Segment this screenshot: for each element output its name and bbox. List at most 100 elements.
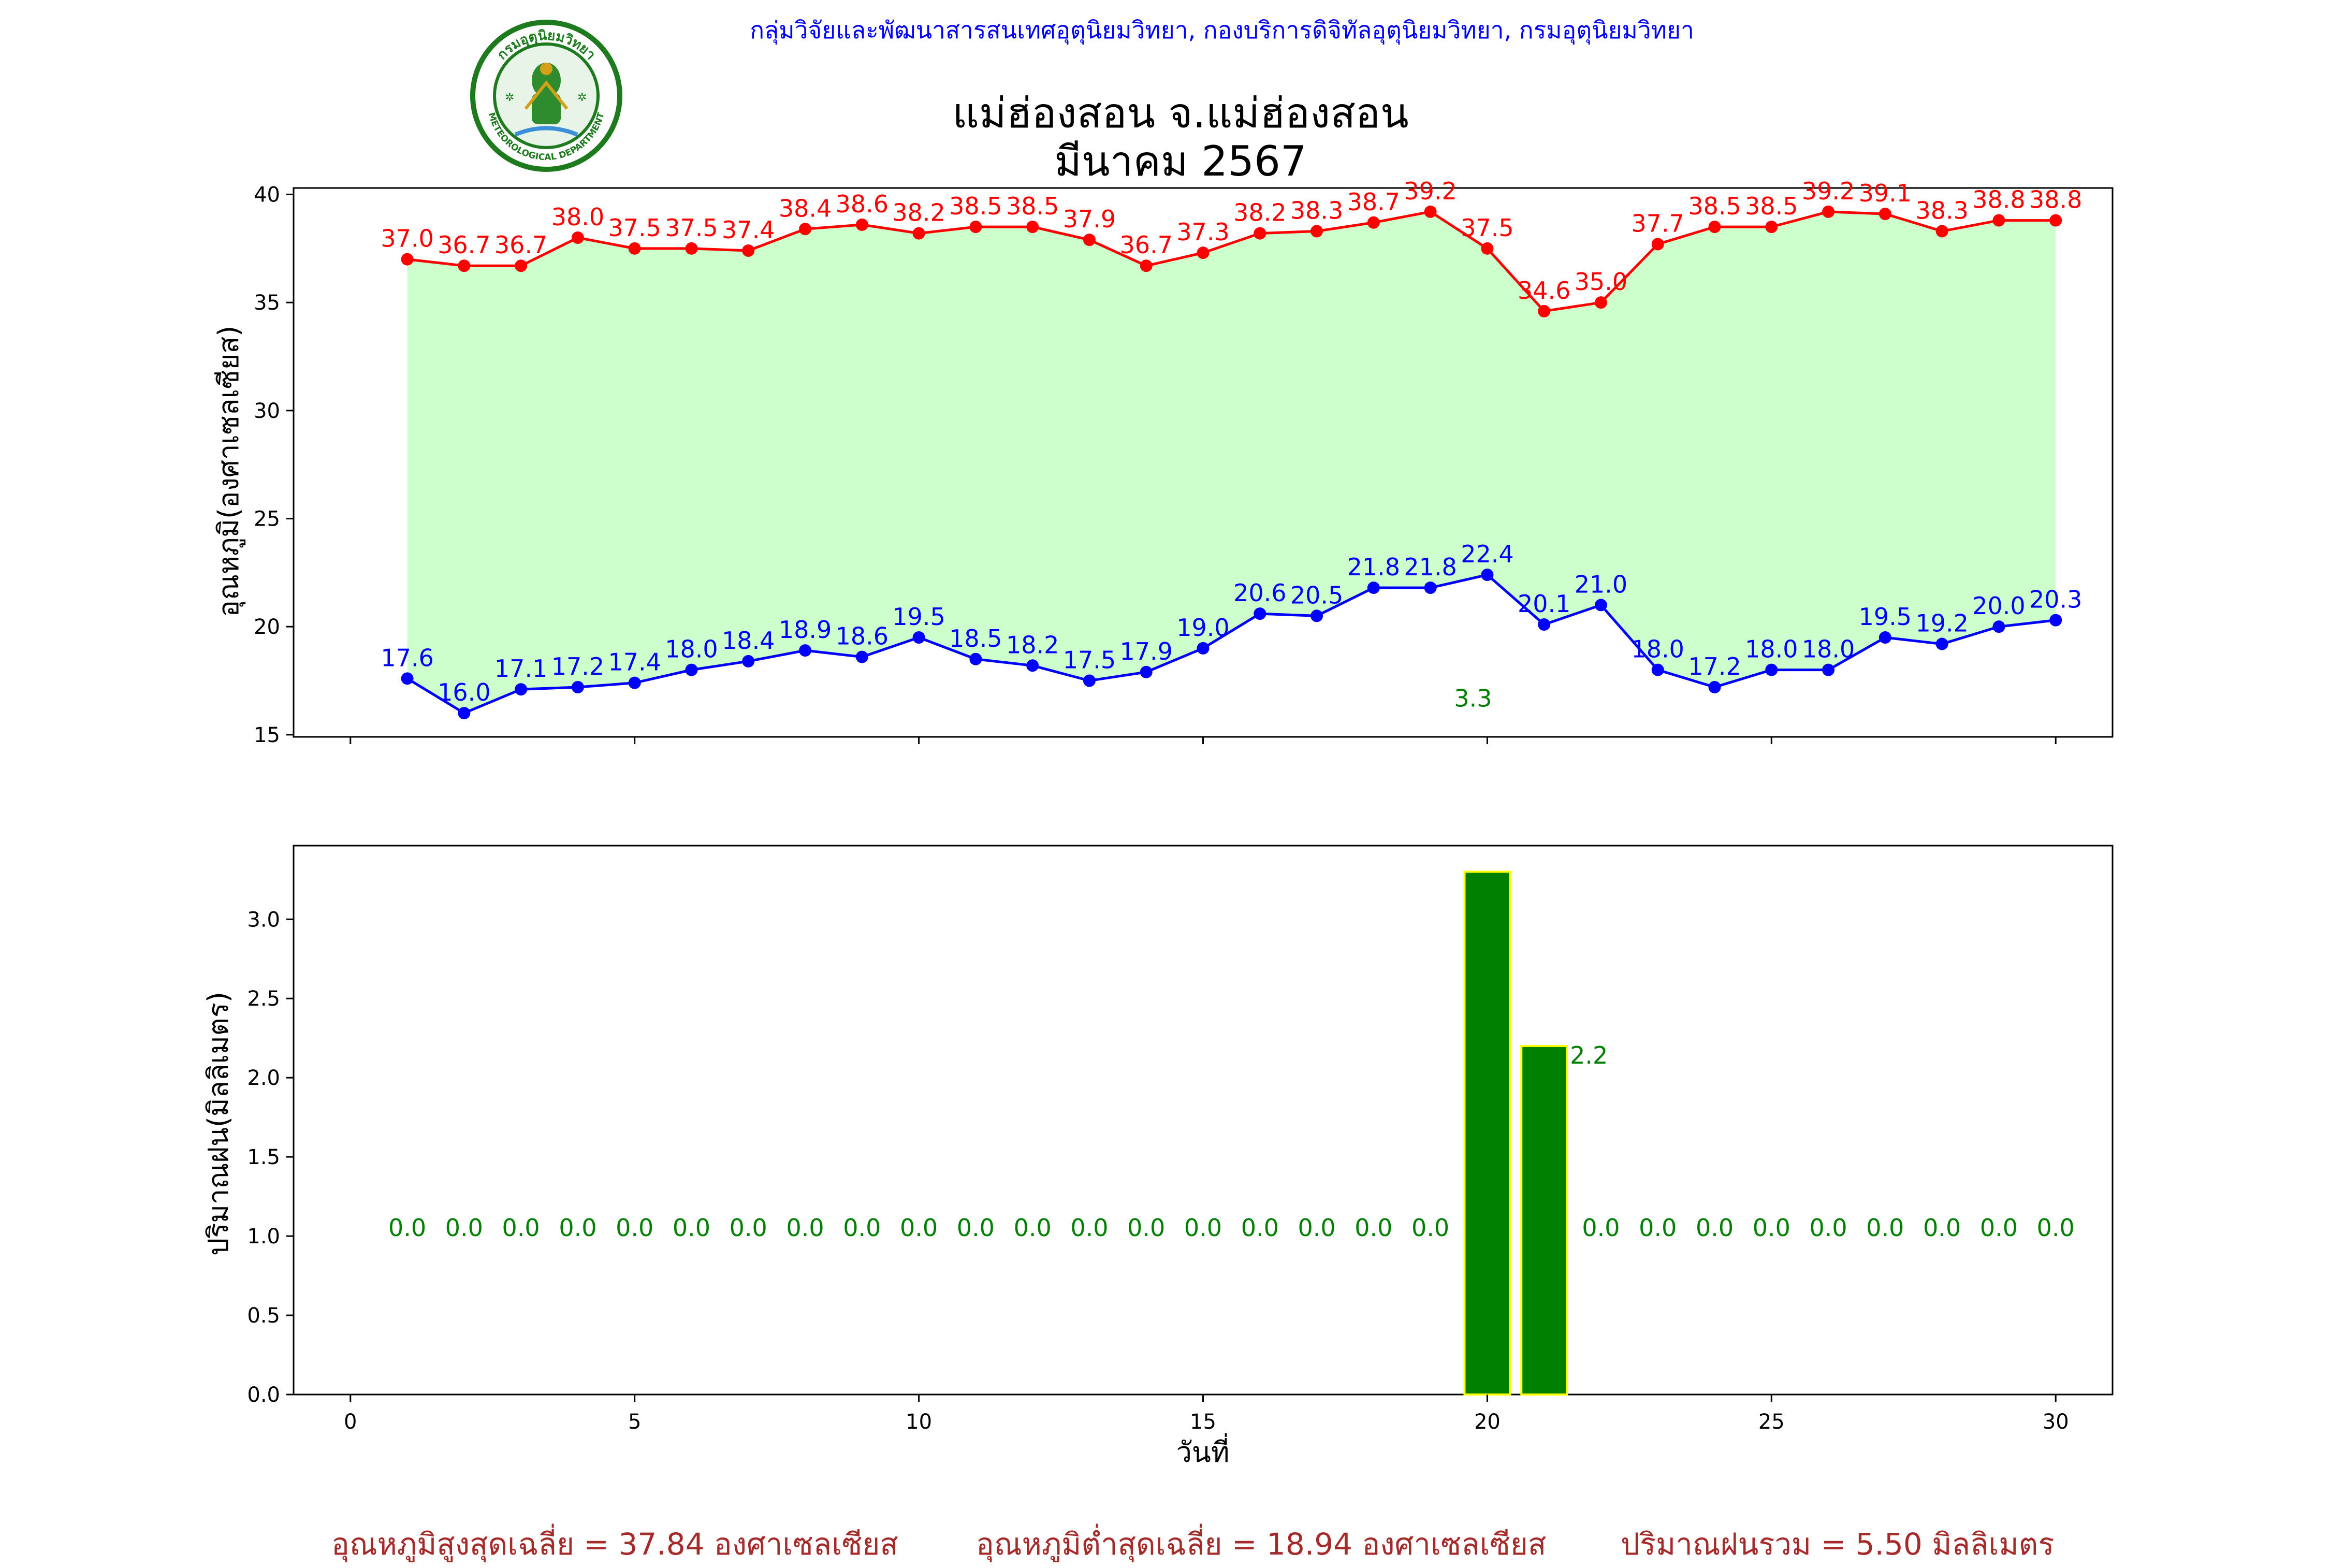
rainfall-value-label: 0.0	[1241, 1214, 1279, 1242]
rainfall-value-label: 0.0	[1127, 1214, 1165, 1242]
min-temperature-point	[1878, 631, 1891, 644]
min-temperature-label: 17.9	[1120, 637, 1173, 665]
rainfall-value-label: 0.0	[1411, 1214, 1449, 1242]
temperature-y-tick-label: 30	[254, 399, 280, 423]
min-temperature-label: 19.2	[1915, 609, 1968, 637]
rainfall-value-label: 0.0	[2037, 1214, 2075, 1242]
max-temperature-label: 36.7	[438, 231, 490, 259]
max-temperature-point	[1765, 221, 1778, 234]
max-temperature-label: 35.0	[1575, 268, 1627, 296]
rainfall-value-label: 0.0	[786, 1214, 824, 1242]
min-temperature-label: 20.6	[1233, 579, 1286, 607]
rainfall-value-label: 0.0	[957, 1214, 995, 1242]
rainfall-value-label: 0.0	[1070, 1214, 1108, 1242]
max-temperature-point	[1538, 304, 1551, 317]
max-temperature-label: 38.5	[1688, 192, 1741, 220]
min-temperature-point	[1254, 607, 1266, 620]
min-temperature-point	[571, 681, 584, 694]
min-temperature-point	[912, 631, 925, 644]
max-temperature-line	[407, 210, 2056, 313]
rainfall-x-axis-label: วันที่	[1176, 1433, 1230, 1469]
min-temperature-point	[1935, 637, 1948, 650]
chart-title-station: แม่ฮ่องสอน จ.แม่ฮ่องสอน	[952, 89, 1409, 137]
min-temperature-label: 18.4	[722, 627, 775, 655]
rainfall-value-label: 0.0	[445, 1214, 483, 1242]
temperature-annotation: 3.3	[1454, 685, 1492, 713]
min-temperature-label: 20.5	[1290, 581, 1343, 609]
temperature-range-fill	[407, 211, 2056, 714]
max-temperature-point	[685, 242, 698, 255]
temperature-chart: 051015202530152025303540 37.036.736.738.…	[212, 177, 2114, 747]
max-temperature-label: 38.6	[836, 190, 889, 218]
min-temperature-point	[1424, 582, 1437, 594]
min-temperature-point	[1765, 663, 1778, 676]
max-temperature-point	[2049, 214, 2062, 227]
min-temperature-point	[515, 683, 528, 696]
max-temperature-label: 38.5	[949, 192, 1002, 220]
max-temperature-point	[1083, 234, 1096, 246]
min-temperature-point	[1083, 674, 1096, 687]
min-temperature-label: 20.0	[1972, 592, 2025, 620]
max-temperature-point	[571, 231, 584, 244]
max-temperature-label: 39.1	[1859, 179, 1912, 207]
min-temperature-point	[1310, 609, 1323, 622]
min-temperature-label: 17.2	[1688, 652, 1741, 680]
summary-total-rain: ปริมาณฝนรวม = 5.50 มิลลิเมตร	[1621, 1527, 2055, 1562]
rainfall-value-label: 0.0	[1923, 1214, 1961, 1242]
max-temperature-label: 38.0	[551, 203, 604, 231]
min-temperature-label: 18.9	[779, 616, 832, 644]
rainfall-x-tick-label: 10	[906, 1410, 932, 1434]
max-temperature-label: 38.8	[1972, 186, 2025, 214]
min-temperature-point	[401, 672, 414, 685]
min-temperature-label: 18.0	[665, 635, 718, 663]
max-temperature-label: 37.5	[665, 214, 718, 242]
rainfall-value-label: 0.0	[1184, 1214, 1222, 1242]
rainfall-value-label: 0.0	[1014, 1214, 1052, 1242]
min-temperature-label: 21.8	[1347, 553, 1400, 581]
rainfall-value-label: 0.0	[843, 1214, 881, 1242]
rainfall-x-tick-label: 0	[344, 1410, 357, 1434]
rainfall-value-label: 0.0	[1810, 1214, 1847, 1242]
max-temperature-point	[1651, 238, 1664, 251]
min-temperature-label: 18.0	[1802, 635, 1855, 663]
min-temperature-label: 17.1	[494, 655, 547, 683]
rainfall-y-tick-label: 1.5	[247, 1145, 280, 1169]
summary-avg-min: อุณหภูมิต่ำสุดเฉลี่ย = 18.94 องศาเซลเซีย…	[976, 1527, 1547, 1562]
max-temperature-point	[1026, 221, 1039, 234]
temperature-y-axis-label: อุณหภูมิ(องศาเซลเซียส)	[212, 326, 246, 617]
rainfall-chart: 0 5 10 15 20 25 30 0.0 0.5 1.0 1.5 2.0 2.5 3.0 0.0 0.0…	[202, 845, 2114, 1469]
rainfall-value-label: 2.2	[1570, 1041, 1608, 1069]
min-temperature-point	[855, 650, 868, 663]
rainfall-value-label: 0.0	[616, 1214, 653, 1242]
min-temperature-point	[1651, 663, 1664, 676]
min-temperature-label: 18.0	[1745, 635, 1798, 663]
min-temperature-point	[1026, 659, 1039, 672]
min-temperature-label: 22.4	[1461, 540, 1513, 568]
min-temperature-label: 18.6	[836, 622, 889, 650]
tmd-logo: กรมอุตุนิยมวิทยา METEOROLOGICAL DEPARTME…	[470, 20, 622, 172]
max-temperature-point	[799, 223, 812, 236]
max-temperature-label: 38.5	[1745, 192, 1798, 220]
rainfall-y-tick-label: 1.0	[247, 1225, 280, 1248]
rainfall-value-label: 0.0	[673, 1214, 710, 1242]
max-temperature-label: 38.5	[1006, 192, 1059, 220]
svg-text:✲: ✲	[505, 91, 514, 104]
max-temperature-point	[855, 218, 868, 231]
min-temperature-label: 16.0	[438, 678, 490, 706]
rainfall-value-label: 0.0	[1298, 1214, 1335, 1242]
rainfall-value-label: 0.0	[1355, 1214, 1392, 1242]
max-temperature-point	[742, 244, 755, 257]
max-temperature-point	[1878, 208, 1891, 221]
max-temperature-label: 37.3	[1176, 218, 1229, 246]
max-temperature-label: 38.3	[1290, 196, 1343, 224]
rainfall-x-tick-label: 25	[1758, 1410, 1785, 1434]
max-temperature-label: 38.4	[779, 194, 832, 222]
max-temperature-label: 36.7	[1120, 231, 1173, 259]
rainfall-value-label: 0.0	[1696, 1214, 1734, 1242]
organization-header: กลุ่มวิจัยและพัฒนาสารสนเทศอุตุนิยมวิทยา,…	[750, 16, 1694, 44]
max-temperature-label: 37.7	[1632, 210, 1684, 238]
min-temperature-line	[406, 573, 2056, 715]
rainfall-y-tick-label: 2.5	[247, 987, 280, 1011]
min-temperature-label: 17.2	[551, 652, 604, 680]
min-temperature-label: 18.0	[1632, 635, 1684, 663]
